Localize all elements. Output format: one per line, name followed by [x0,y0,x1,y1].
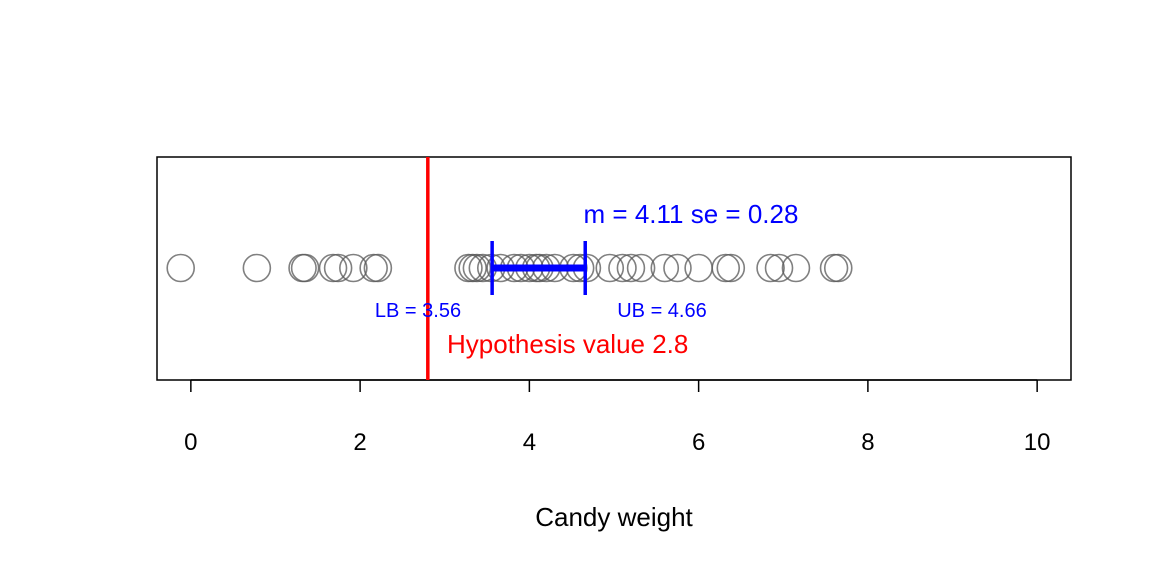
data-point [823,253,853,283]
data-point [711,253,741,283]
x-axis: 0 2 4 6 8 10 [184,379,1051,456]
data-point [716,253,746,283]
data-point [242,253,272,283]
data-point [288,253,317,283]
x-axis-title: Candy weight [535,502,693,532]
data-point [764,253,794,283]
data-point [290,253,320,283]
upper-bound-label: UB = 4.66 [617,300,707,322]
data-point [663,253,692,283]
data-point [323,253,353,283]
data-point [650,253,680,283]
lower-bound-label: LB = 3.56 [375,300,461,322]
mean-se-label: m = 4.11 se = 0.28 [584,199,799,229]
x-tick-label: 6 [692,429,705,456]
confidence-interval-layer [490,241,587,295]
data-point [608,253,637,283]
data-point [781,253,811,283]
data-point [363,253,393,283]
x-tick-label: 0 [184,429,197,456]
data-point [756,253,785,283]
data-point [616,253,646,283]
hypothesis-label: Hypothesis value 2.8 [447,329,688,359]
data-point [166,253,195,283]
x-tick-label: 8 [861,429,874,456]
data-point [339,253,368,283]
data-point [595,253,625,283]
data-point [684,253,713,283]
data-point [626,253,656,283]
x-tick-label: 10 [1024,429,1051,456]
x-tick-label: 2 [353,429,366,456]
data-point [318,253,348,283]
x-tick-label: 4 [523,429,536,456]
